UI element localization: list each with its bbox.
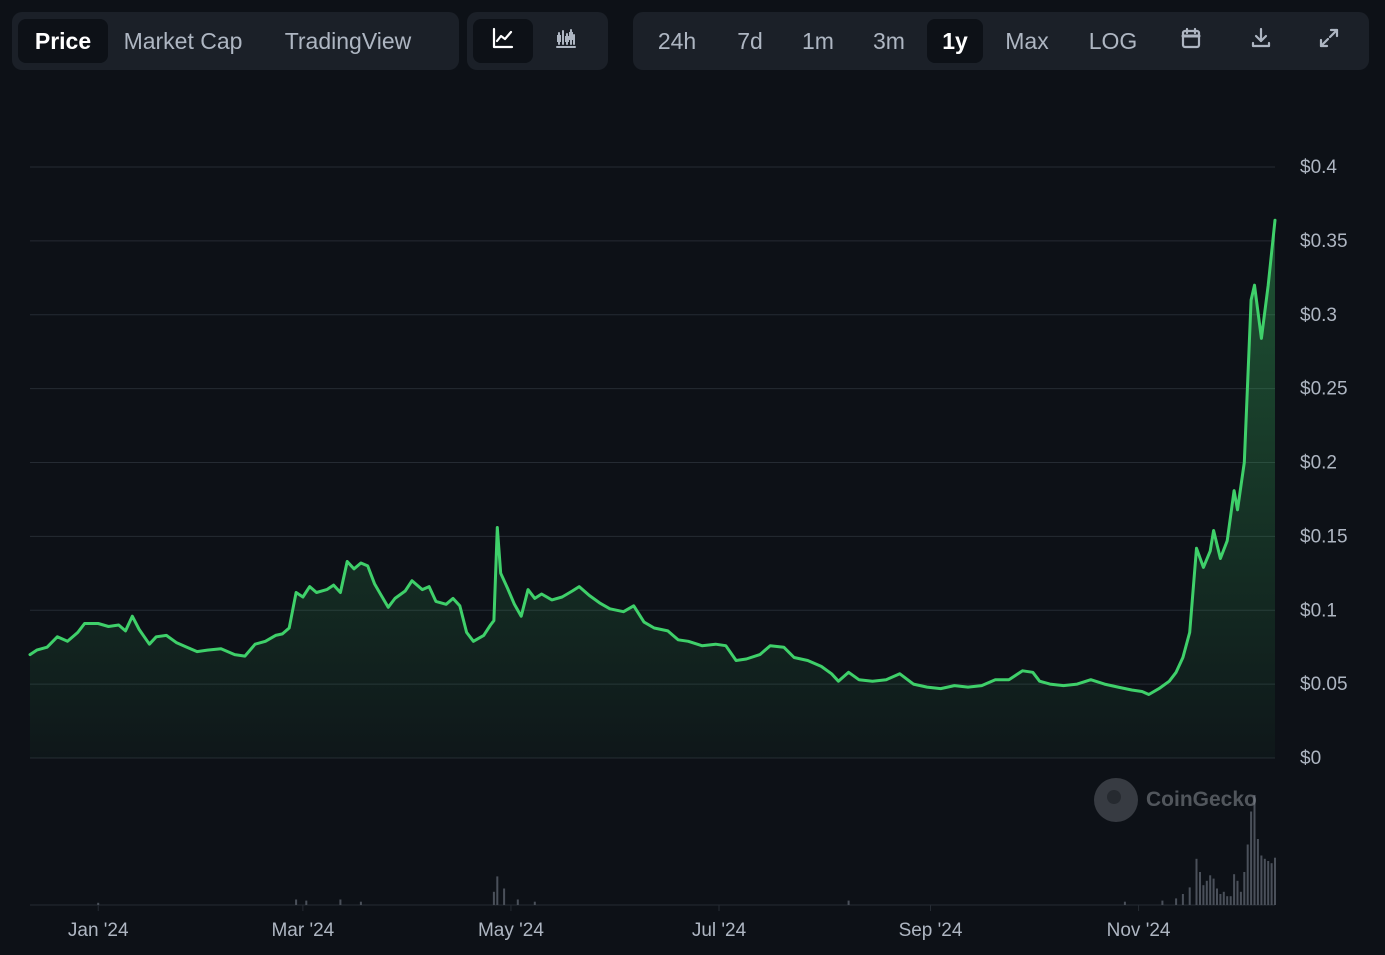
x-tick-label: Nov '24 (1107, 920, 1171, 941)
tab-market-cap[interactable]: Market Cap (123, 27, 243, 54)
fullscreen-icon (1317, 26, 1341, 56)
x-tick-label: Sep '24 (899, 920, 963, 941)
y-tick-label: $0 (1300, 748, 1321, 769)
volume-bar (1236, 880, 1239, 905)
y-tick-label: $0.2 (1300, 453, 1337, 474)
calendar-button[interactable] (1155, 19, 1227, 63)
volume-bar (1270, 863, 1273, 905)
volume-bar (1212, 878, 1215, 905)
volume-bar (1243, 872, 1246, 905)
volume-bar (496, 876, 499, 905)
volume-bar (533, 901, 536, 905)
volume-bar (97, 902, 100, 905)
price-area (30, 220, 1275, 758)
volume-bar (295, 899, 298, 905)
volume-bar (1209, 875, 1212, 905)
chart-type-selector (467, 12, 608, 70)
volume-bar (1205, 880, 1208, 905)
y-tick-label: $0.15 (1300, 526, 1348, 547)
volume-bar (1256, 839, 1259, 905)
candlestick-chart-button[interactable] (533, 19, 599, 63)
volume-bar (1161, 900, 1164, 905)
range-7d-button[interactable]: 7d (737, 27, 763, 54)
coingecko-logo-icon (1094, 778, 1138, 822)
volume-bar (492, 891, 495, 905)
volume-bar (1250, 811, 1253, 905)
volume-bar (305, 900, 308, 905)
download-button[interactable] (1227, 19, 1295, 63)
price-line-layer (28, 218, 1277, 696)
volume-bar (1195, 858, 1198, 905)
price-chart[interactable]: $0.4 $0.35 $0.3 $0.25 $0.2 $0.15 $0.1 $0.05 $0 J… (0, 80, 1385, 955)
volume-bar (339, 899, 342, 905)
x-tick-label: Mar '24 (271, 920, 334, 941)
range-selector: 24h 7d 1m 3m 1y Max LOG (633, 12, 1369, 70)
volume-bar (1226, 896, 1229, 905)
volume-bars (97, 795, 1276, 905)
volume-bar (1175, 898, 1178, 905)
volume-bar (1233, 874, 1236, 905)
volume-bar (516, 899, 519, 905)
x-tick-label: Jul '24 (692, 920, 747, 941)
coingecko-watermark: CoinGecko (1094, 778, 1257, 822)
volume-bar (1260, 855, 1263, 905)
volume-bar (359, 901, 362, 905)
y-axis: $0.4 $0.35 $0.3 $0.25 $0.2 $0.15 $0.1 $0.05 $0 (1300, 157, 1348, 769)
volume-bar (1188, 887, 1191, 905)
volume-bar (847, 900, 850, 905)
price-area-fill (30, 220, 1275, 758)
volume-bar (1267, 861, 1270, 905)
volume-bar (1253, 795, 1256, 905)
line-chart-button[interactable] (473, 19, 533, 63)
tab-tradingview[interactable]: TradingView (284, 27, 412, 54)
y-tick-label: $0.1 (1300, 600, 1337, 621)
y-tick-label: $0.3 (1300, 305, 1337, 326)
grid (30, 166, 1275, 906)
range-3m-button[interactable]: 3m (873, 27, 905, 54)
range-1m-button[interactable]: 1m (802, 27, 834, 54)
volume-bar (1202, 885, 1205, 905)
y-tick-label: $0.05 (1300, 674, 1348, 695)
y-tick-label: $0.4 (1300, 157, 1337, 178)
volume-bar (503, 888, 506, 905)
x-tick-label: Jan '24 (68, 920, 129, 941)
y-tick-label: $0.35 (1300, 231, 1348, 252)
volume-bar (1239, 891, 1242, 905)
range-1y-button[interactable]: 1y (927, 19, 983, 63)
price-chart-svg: $0.4 $0.35 $0.3 $0.25 $0.2 $0.15 $0.1 $0.05 $0 J… (28, 157, 1348, 941)
view-selector: Price Market Cap TradingView (12, 12, 459, 70)
fullscreen-button[interactable] (1295, 19, 1363, 63)
download-icon (1249, 26, 1273, 56)
volume-bar (1199, 872, 1201, 905)
tab-price[interactable]: Price (18, 19, 108, 63)
candlestick-chart-icon (554, 26, 578, 56)
range-24h-button[interactable]: 24h (657, 27, 697, 54)
x-tick-label: May '24 (478, 920, 544, 941)
price-line (28, 218, 1277, 696)
volume-bar (1181, 894, 1184, 905)
volume-bar (1263, 858, 1266, 905)
y-tick-label: $0.25 (1300, 379, 1348, 400)
volume-bar (1216, 888, 1218, 905)
volume-bar (1123, 901, 1126, 905)
range-max-button[interactable]: Max (1005, 27, 1049, 54)
volume-bar (1246, 844, 1249, 905)
calendar-icon (1179, 26, 1203, 56)
volume-bar (1229, 896, 1232, 905)
x-axis: Jan '24 Mar '24 May '24 Jul '24 Sep '24 Nov '… (68, 905, 1171, 941)
log-scale-button[interactable]: LOG (1088, 27, 1138, 54)
volume-bar (1222, 891, 1225, 905)
volume-bar (1219, 894, 1222, 905)
line-chart-icon (491, 26, 515, 56)
watermark-text: CoinGecko (1146, 788, 1257, 811)
volume-bar (1274, 857, 1276, 905)
